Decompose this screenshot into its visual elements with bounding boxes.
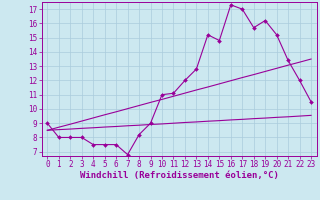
X-axis label: Windchill (Refroidissement éolien,°C): Windchill (Refroidissement éolien,°C)	[80, 171, 279, 180]
